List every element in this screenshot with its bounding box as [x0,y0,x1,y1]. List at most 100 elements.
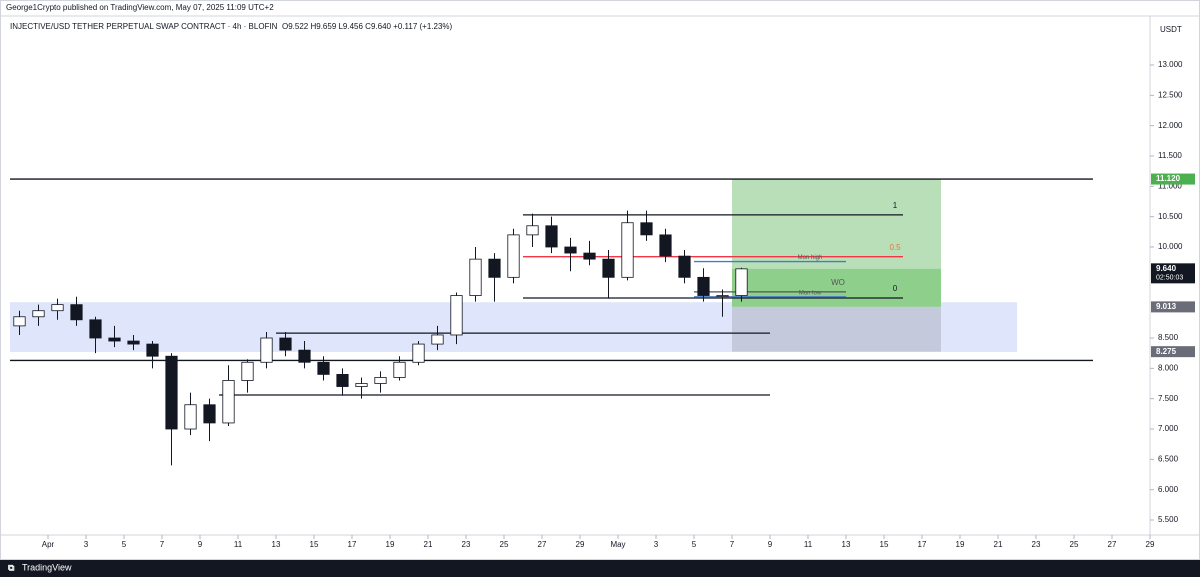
y-tick-label: 7.500 [1158,394,1179,403]
price-label: 9.013 [1156,302,1177,311]
candle-body [602,258,615,278]
x-tick-label: 13 [842,540,851,549]
candle-body [659,234,672,257]
candle-body [203,404,216,424]
y-tick-label: 5.500 [1158,515,1179,524]
y-tick-label: 13.000 [1158,60,1183,69]
x-tick-label: 3 [654,540,659,549]
candle-body [298,349,311,363]
x-tick-label: 5 [692,540,697,549]
candle-body [431,334,444,345]
published-line: George1Crypto published on TradingView.c… [6,3,274,12]
candle-body [127,340,140,345]
y-tick-label: 10.500 [1158,212,1183,221]
candle-body [374,377,387,384]
candle-body [108,337,121,342]
candle-body [13,316,26,327]
x-tick-label: 21 [424,540,433,549]
level-label: WO [831,278,845,287]
candle-body [32,310,45,318]
candle-body [241,361,254,381]
candle-body [260,337,273,363]
x-tick-label: 5 [122,540,127,549]
candle-body [583,252,596,260]
price-label-bg [1151,301,1195,313]
x-tick-label: 19 [386,540,395,549]
y-tick-label: 12.500 [1158,90,1183,99]
x-tick-label: 13 [272,540,281,549]
x-tick-label: Apr [42,540,55,549]
candle-body [355,383,368,387]
x-tick-label: 25 [500,540,509,549]
y-tick-label: 7.000 [1158,424,1179,433]
x-tick-label: May [610,540,625,549]
candle-body [317,361,330,375]
candle-body [336,374,349,387]
price-label: 8.275 [1156,347,1177,356]
currency: USDT [1160,25,1182,34]
candle-body [279,337,292,351]
y-tick-label: 11.500 [1158,151,1182,160]
x-tick-label: 19 [956,540,965,549]
price-label-bg [1151,346,1195,358]
footer-bar [0,560,1200,577]
y-tick-label: 6.000 [1158,485,1179,494]
x-tick-label: 9 [768,540,773,549]
x-tick-label: 15 [880,540,889,549]
x-tick-label: 11 [804,540,813,549]
candle-body [621,222,634,278]
candle-body [469,258,482,296]
candle-body [564,246,577,254]
x-tick-label: 11 [234,540,243,549]
candle-body [526,225,539,236]
x-tick-label: 17 [348,540,357,549]
level-label: 0.5 [889,243,901,252]
x-tick-label: 9 [198,540,203,549]
x-tick-label: 29 [576,540,585,549]
level-label: Mon low [799,290,822,296]
x-tick-label: 17 [918,540,927,549]
candle-body [545,225,558,248]
candle-body [184,404,197,430]
y-tick-label: 8.500 [1158,333,1179,342]
candle-body [697,276,710,296]
candle-body [507,234,520,278]
candle-body [640,222,653,236]
zone [732,268,941,307]
zone [732,306,941,352]
price-label-bg [1151,173,1195,185]
candle-body [412,343,425,363]
y-tick-label: 6.500 [1158,454,1179,463]
symbol: INJECTIVE/USD TETHER PERPETUAL SWAP CONT… [10,22,278,31]
footer-logo: ⧉ [8,562,15,572]
y-tick-label: 10.000 [1158,242,1183,251]
y-tick-label: 12.000 [1158,121,1183,130]
candle-body [488,258,501,278]
x-tick-label: 23 [462,540,471,549]
level-label: Mon high [798,255,823,261]
candle-body [678,255,691,278]
candle-body [146,343,159,357]
price-label-countdown: 02:50:03 [1156,275,1183,282]
x-tick-label: 21 [994,540,1003,549]
price-label-bg [1151,263,1195,284]
candle-body [393,361,406,378]
candle-body [222,380,235,424]
x-tick-label: 23 [1032,540,1041,549]
x-tick-label: 25 [1070,540,1079,549]
x-tick-label: 3 [84,540,89,549]
price-label: 9.640 [1156,264,1177,273]
candle-body [89,319,102,339]
x-tick-label: 27 [538,540,547,549]
x-tick-label: 7 [160,540,165,549]
candle-body [716,295,729,297]
candle-body [70,304,83,321]
level-label: 1 [893,201,898,210]
plot-area: 1 0.5 0 Mon high WO Mon low [10,178,1093,466]
x-tick-label: 29 [1146,540,1155,549]
x-tick-label: 15 [310,540,319,549]
candle-body [165,355,178,430]
